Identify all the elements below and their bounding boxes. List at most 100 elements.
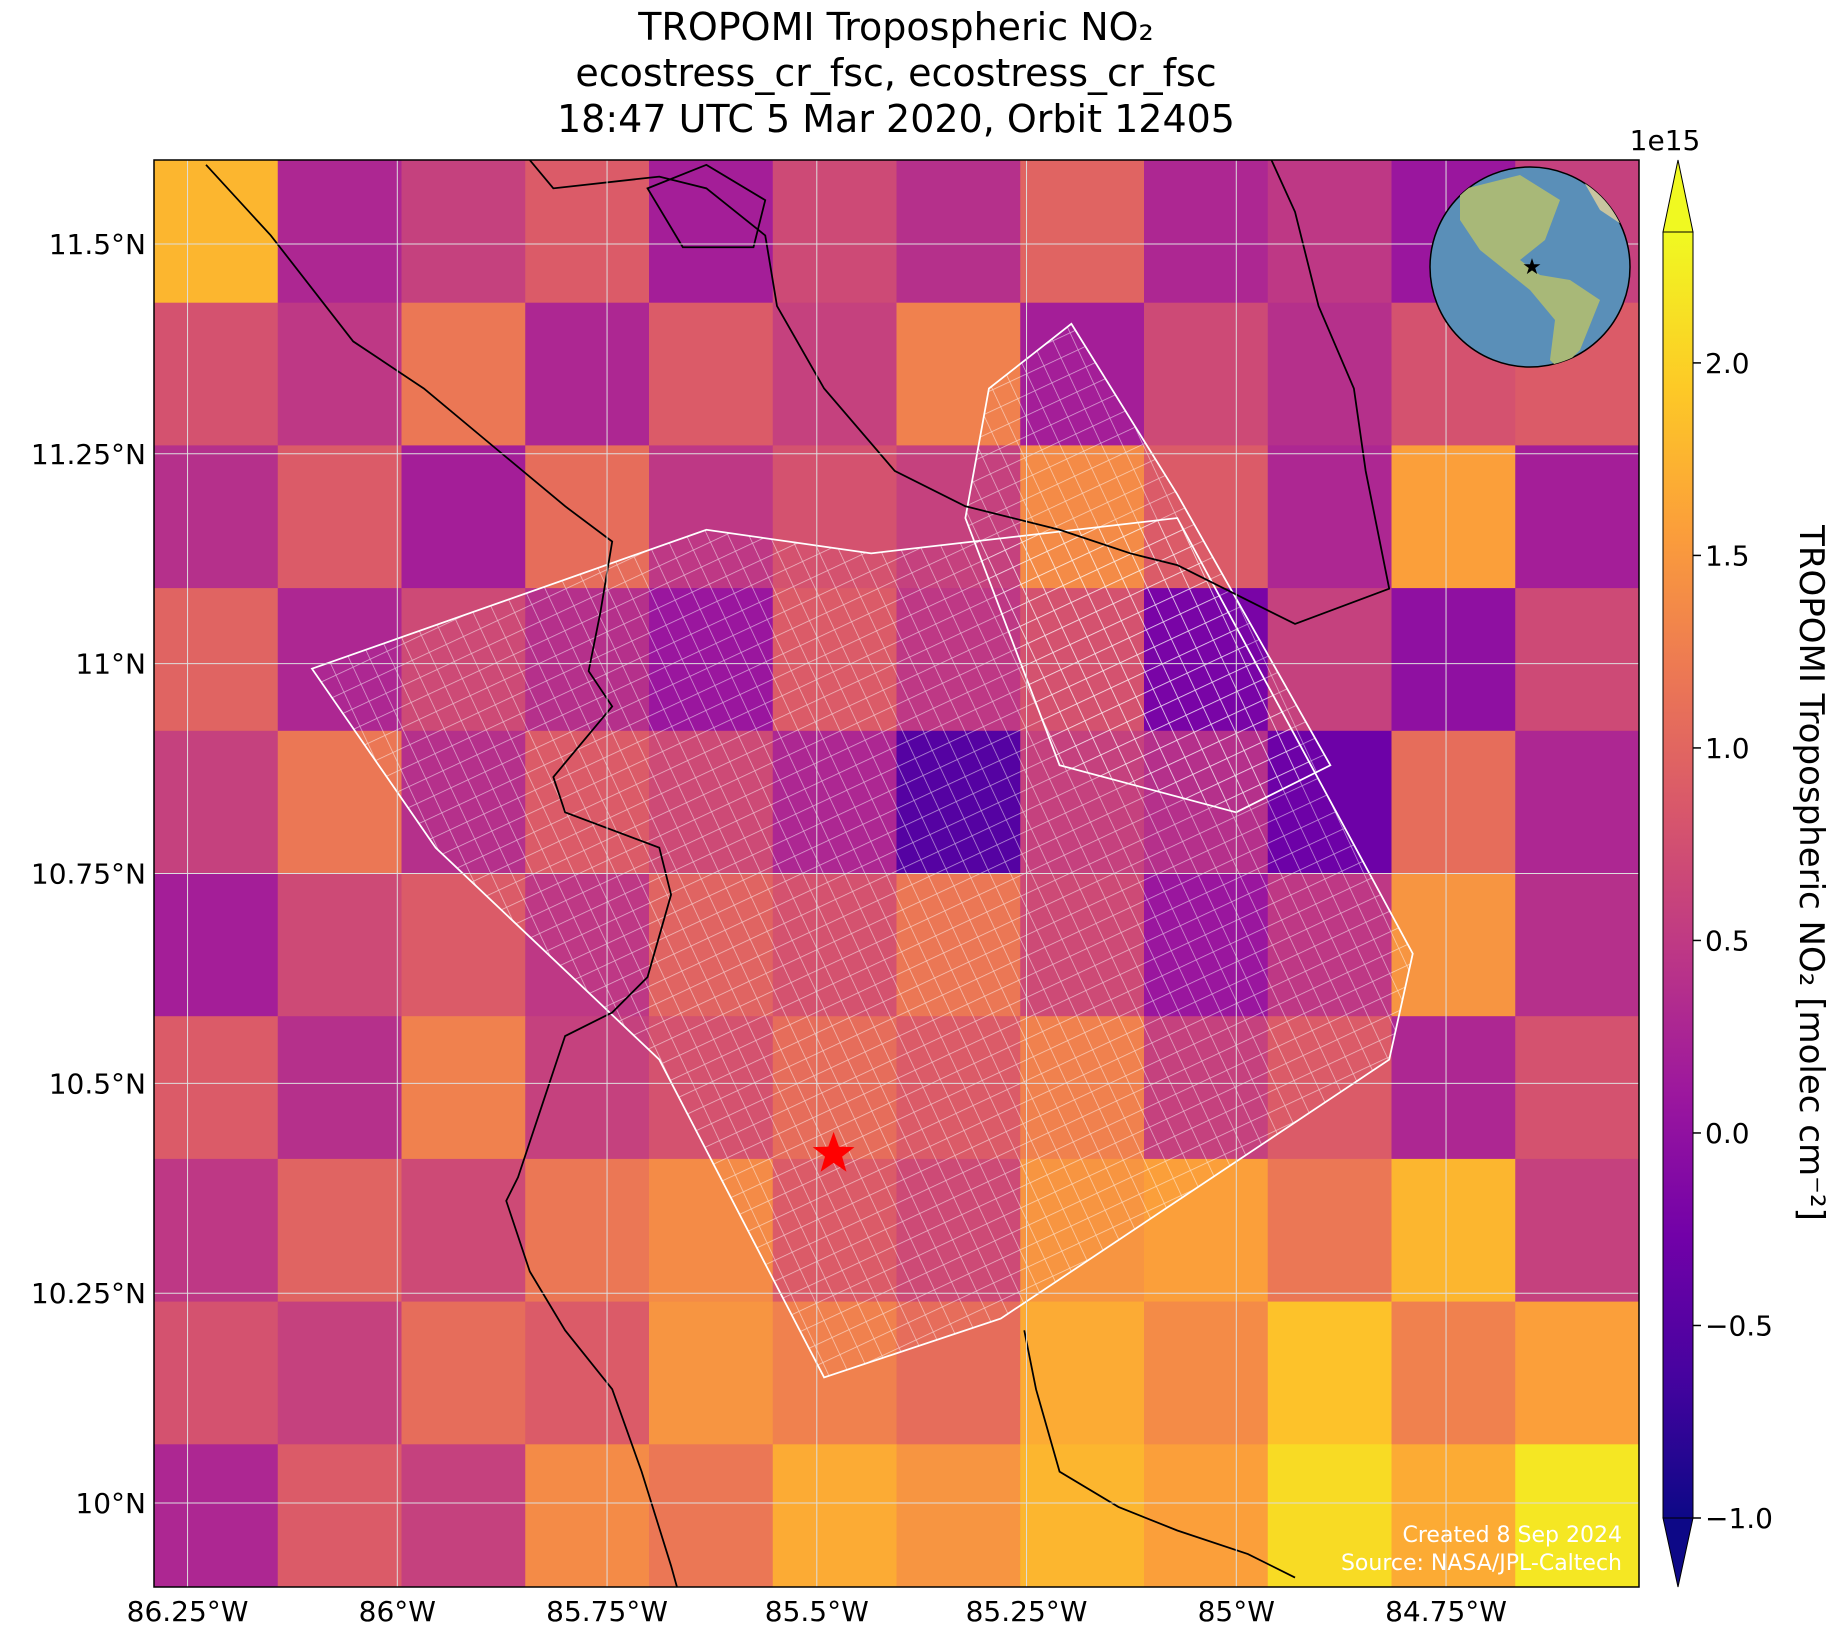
no2-cell (525, 1158, 650, 1303)
no2-cell (154, 873, 279, 1017)
no2-cell (154, 1301, 279, 1445)
no2-cell (1144, 160, 1269, 304)
no2-cell (1267, 302, 1392, 446)
plot-frame (153, 159, 1640, 1588)
colorbar-extend (1662, 159, 1694, 233)
colorbar-tick-label: −1.0 (1705, 1502, 1773, 1535)
no2-cell (154, 445, 279, 589)
no2-cell (1144, 302, 1269, 446)
no2-cell (649, 1301, 774, 1445)
no2-cell (772, 160, 897, 304)
no2-cell (154, 302, 279, 446)
x-tick-label: 84.75°W (1385, 1595, 1507, 1628)
no2-cell (401, 1301, 526, 1445)
no2-cell (1267, 1158, 1392, 1303)
no2-cell (1515, 445, 1639, 589)
no2-cell (1391, 445, 1516, 589)
colorbar-tick-label: 2.0 (1705, 347, 1750, 380)
no2-cell (1144, 1301, 1269, 1445)
y-tick-label: 11.25°N (31, 438, 146, 471)
no2-cell (1515, 1301, 1639, 1445)
no2-cell (1391, 1301, 1516, 1445)
no2-cell (277, 1016, 402, 1160)
coastline (205, 160, 1391, 1587)
colorbar-tick-label: 1.5 (1705, 539, 1750, 572)
title-line: 18:47 UTC 5 Mar 2020, Orbit 12405 (557, 97, 1235, 141)
colorbar-tick-label: 1.0 (1705, 732, 1750, 765)
x-tick-label: 85.5°W (765, 1595, 869, 1628)
no2-cell (277, 445, 402, 589)
no2-cell (525, 1301, 650, 1445)
no2-cell (649, 302, 774, 446)
no2-cell (1020, 1444, 1145, 1587)
colorbar-label: TROPOMI Tropospheric NO₂ [molec cm⁻²] (1791, 524, 1831, 1221)
no2-cell (1267, 1444, 1392, 1587)
svg-text:★: ★ (1522, 255, 1542, 280)
no2-cell (277, 1301, 402, 1445)
no2-cell (154, 1016, 279, 1160)
no2-cell (525, 1016, 650, 1160)
y-tick-label: 11°N (75, 648, 146, 681)
x-tick-label: 86°W (359, 1595, 436, 1628)
colorbar-offset: 1e15 (1630, 124, 1701, 157)
x-tick-label: 85.25°W (966, 1595, 1088, 1628)
no2-cell (649, 160, 774, 304)
colorbar: −1.0 −0.5 0.0 0.5 1.0 1.5 2.0 (1662, 159, 1773, 1588)
no2-cell (154, 730, 279, 874)
x-tick-label: 86.25°W (127, 1595, 249, 1628)
y-tick-label: 11.5°N (49, 228, 146, 261)
colorbar-extend (1662, 1517, 1694, 1588)
no2-cell (525, 1444, 650, 1587)
no2-cell (277, 873, 402, 1017)
graticule (154, 160, 1639, 1587)
title-line: ecostress_cr_fsc, ecostress_cr_fsc (575, 51, 1216, 95)
no2-cell (277, 160, 402, 304)
y-tick-label: 10.75°N (31, 858, 146, 891)
no2-cell (649, 1444, 774, 1587)
no2-cell (1515, 873, 1639, 1017)
no2-cell (1267, 1301, 1392, 1445)
no2-cell (1391, 730, 1516, 874)
no2-cell (1391, 1158, 1516, 1303)
no2-cell (401, 1158, 526, 1303)
no2-cell (401, 1444, 526, 1587)
no2-cell (401, 1016, 526, 1160)
no2-cell (525, 302, 650, 446)
no2-cell (1391, 873, 1516, 1017)
swath-mesh (310, 322, 1414, 1379)
no2-cell (1391, 1444, 1516, 1587)
no2-cell (277, 302, 402, 446)
no2-cell (1515, 1158, 1639, 1303)
no2-cell (277, 1444, 402, 1587)
x-tick-label: 85°W (1198, 1595, 1275, 1628)
y-tick-label: 10°N (75, 1487, 146, 1520)
no2-cell (401, 445, 526, 589)
y-tick-label: 10.25°N (31, 1277, 146, 1310)
y-tick-label: 10.5°N (49, 1067, 146, 1100)
site-marker (812, 1131, 855, 1172)
no2-cell (277, 1158, 402, 1303)
no2-cell (525, 160, 650, 304)
title-line: TROPOMI Tropospheric NO₂ (637, 5, 1154, 49)
no2-cell (1020, 1301, 1145, 1445)
colorbar-tick-label: 0.0 (1705, 1117, 1750, 1150)
no2-cell (896, 160, 1021, 304)
no2-cell (401, 160, 526, 304)
no2-cell (896, 1444, 1021, 1587)
no2-cell (401, 302, 526, 446)
no2-cell (1267, 160, 1392, 304)
no2-cell (772, 1444, 897, 1587)
colorbar-tick-label: 0.5 (1705, 924, 1750, 957)
no2-cell (1391, 588, 1516, 732)
no2-cell (772, 302, 897, 446)
no2-cell (1267, 445, 1392, 589)
no2-cell (1391, 1016, 1516, 1160)
note: Source: NASA/JPL-Caltech (1341, 1551, 1622, 1576)
no2-cell (1515, 1444, 1639, 1587)
x-tick-label: 85.75°W (546, 1595, 668, 1628)
no2-cell (154, 1158, 279, 1303)
no2-cell (1144, 1444, 1269, 1587)
no2-cell (1020, 160, 1145, 304)
overlays (205, 160, 1414, 1587)
